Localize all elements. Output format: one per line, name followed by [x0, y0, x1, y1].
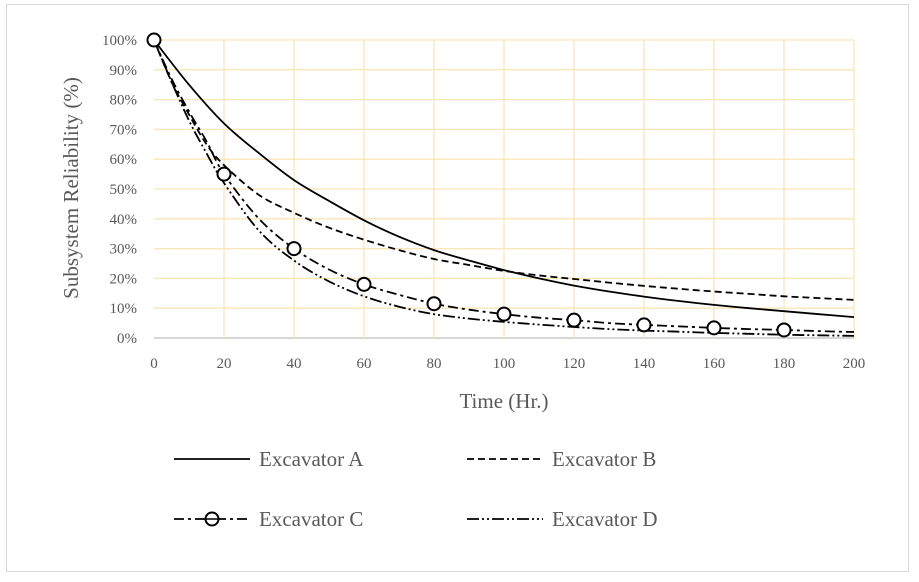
x-tick-label: 140	[633, 356, 656, 372]
legend-item-d: Excavator D	[467, 507, 658, 531]
y-tick-label: 0%	[117, 331, 137, 347]
series-c-marker	[216, 166, 232, 182]
legend-item-c: Excavator C	[174, 507, 363, 531]
series-c-marker	[776, 322, 792, 338]
series-c-marker	[146, 32, 162, 48]
x-tick-label: 0	[150, 356, 158, 372]
series-c-marker	[426, 296, 442, 312]
x-tick-label: 60	[357, 356, 372, 372]
y-axis-ticks: 0% 10% 20% 30% 40% 50% 60% 70% 80% 90% 100%	[102, 33, 137, 347]
y-tick-label: 40%	[110, 212, 138, 228]
chart-frame	[6, 4, 909, 572]
series-lines	[153, 39, 855, 337]
y-tick-label: 10%	[110, 301, 138, 317]
y-tick-label: 100%	[102, 33, 137, 49]
y-tick-label: 60%	[110, 152, 138, 168]
series-c-marker	[566, 312, 582, 328]
series-line-c	[153, 39, 855, 333]
series-line-d	[153, 39, 855, 337]
legend: Excavator A Excavator B Excavator C Exca…	[174, 447, 658, 531]
series-line-a	[153, 39, 855, 318]
x-tick-label: 100	[493, 356, 516, 372]
y-tick-label: 30%	[110, 242, 138, 258]
series-c-marker	[706, 320, 722, 336]
legend-label-d: Excavator D	[552, 507, 658, 531]
x-tick-label: 200	[843, 356, 866, 372]
y-tick-label: 80%	[110, 93, 138, 109]
x-tick-label: 20	[217, 356, 232, 372]
series-line-b	[153, 39, 855, 301]
series-c-marker	[286, 241, 302, 257]
x-axis-title: Time (Hr.)	[459, 389, 548, 413]
grid	[154, 39, 855, 339]
series-c-marker	[636, 317, 652, 333]
legend-item-b: Excavator B	[467, 447, 656, 471]
series-c-marker	[496, 306, 512, 322]
legend-label-a: Excavator A	[259, 447, 364, 471]
y-tick-label: 50%	[110, 182, 138, 198]
y-axis-title: Subsystem Reliability (%)	[59, 77, 83, 299]
x-tick-label: 40	[287, 356, 302, 372]
y-tick-label: 70%	[110, 122, 138, 138]
y-tick-label: 20%	[110, 271, 138, 287]
x-axis-ticks: 0 20 40 60 80 100 120 140 160 180 200	[150, 356, 865, 372]
legend-item-a: Excavator A	[174, 447, 364, 471]
series-markers	[146, 32, 792, 338]
y-tick-label: 90%	[110, 63, 138, 79]
x-tick-label: 160	[703, 356, 726, 372]
x-tick-label: 120	[563, 356, 586, 372]
legend-label-c: Excavator C	[259, 507, 363, 531]
legend-label-b: Excavator B	[552, 447, 656, 471]
x-tick-label: 80	[427, 356, 442, 372]
x-tick-label: 180	[773, 356, 796, 372]
series-c-marker	[356, 276, 372, 292]
